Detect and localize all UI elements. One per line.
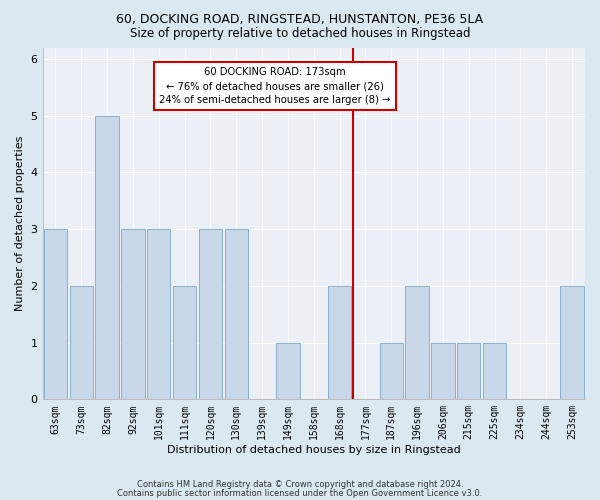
Bar bbox=[406, 286, 429, 400]
Text: 60, DOCKING ROAD, RINGSTEAD, HUNSTANTON, PE36 5LA: 60, DOCKING ROAD, RINGSTEAD, HUNSTANTON,… bbox=[116, 12, 484, 26]
Bar bbox=[173, 286, 196, 400]
Bar bbox=[457, 342, 481, 400]
Bar bbox=[328, 286, 351, 400]
Bar bbox=[224, 229, 248, 400]
Bar bbox=[95, 116, 119, 400]
Text: Contains public sector information licensed under the Open Government Licence v3: Contains public sector information licen… bbox=[118, 488, 482, 498]
Bar bbox=[277, 342, 299, 400]
Bar bbox=[431, 342, 455, 400]
Text: Contains HM Land Registry data © Crown copyright and database right 2024.: Contains HM Land Registry data © Crown c… bbox=[137, 480, 463, 489]
Text: 60 DOCKING ROAD: 173sqm
← 76% of detached houses are smaller (26)
24% of semi-de: 60 DOCKING ROAD: 173sqm ← 76% of detache… bbox=[160, 68, 391, 106]
X-axis label: Distribution of detached houses by size in Ringstead: Distribution of detached houses by size … bbox=[167, 445, 461, 455]
Bar bbox=[70, 286, 93, 400]
Bar bbox=[44, 229, 67, 400]
Bar bbox=[380, 342, 403, 400]
Text: Size of property relative to detached houses in Ringstead: Size of property relative to detached ho… bbox=[130, 28, 470, 40]
Bar bbox=[483, 342, 506, 400]
Bar bbox=[147, 229, 170, 400]
Y-axis label: Number of detached properties: Number of detached properties bbox=[15, 136, 25, 311]
Bar bbox=[560, 286, 584, 400]
Bar bbox=[199, 229, 222, 400]
Bar bbox=[121, 229, 145, 400]
